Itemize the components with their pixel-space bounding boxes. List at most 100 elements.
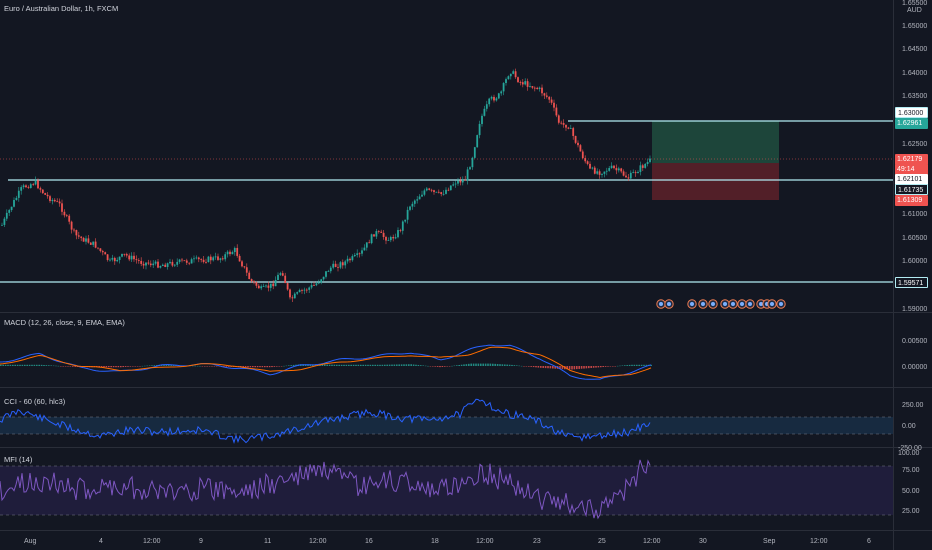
candle-body bbox=[53, 199, 56, 202]
candle-body bbox=[353, 254, 356, 257]
macd-histogram-bar bbox=[607, 366, 609, 367]
macd-histogram-bar bbox=[585, 366, 588, 369]
macd-histogram-bar bbox=[436, 366, 439, 367]
macd-histogram-bar bbox=[14, 364, 16, 366]
macd-histogram-bar bbox=[340, 364, 343, 366]
macd-histogram-bar bbox=[26, 364, 28, 366]
candle-body bbox=[58, 201, 61, 204]
macd-histogram-bar bbox=[446, 366, 448, 367]
macd-histogram-bar bbox=[9, 364, 12, 366]
candle-body bbox=[125, 254, 128, 256]
candle-body bbox=[625, 175, 627, 178]
candle-body bbox=[5, 212, 8, 219]
event-icon-dot bbox=[759, 302, 763, 306]
macd-histogram-bar bbox=[60, 366, 62, 367]
candle-body bbox=[152, 263, 155, 266]
macd-histogram-bar bbox=[2, 364, 4, 366]
symbol-title[interactable]: Euro / Australian Dollar, 1h, FXCM bbox=[4, 4, 118, 13]
candle-body bbox=[423, 190, 426, 195]
macd-histogram-bar bbox=[249, 366, 252, 368]
macd-histogram-bar bbox=[532, 366, 535, 368]
macd-histogram-bar bbox=[343, 364, 345, 366]
macd-histogram-bar bbox=[571, 366, 573, 370]
macd-histogram-bar bbox=[117, 366, 120, 368]
macd-histogram-bar bbox=[542, 366, 544, 368]
candle-body bbox=[387, 240, 390, 241]
macd-histogram-bar bbox=[520, 365, 523, 367]
candle-body bbox=[560, 122, 563, 124]
candle-body bbox=[205, 261, 207, 263]
macd-histogram-bar bbox=[62, 366, 64, 367]
events-row[interactable] bbox=[656, 299, 786, 309]
candle-body bbox=[25, 185, 27, 188]
candle-body bbox=[574, 135, 577, 143]
loss-zone[interactable] bbox=[652, 163, 779, 200]
mfi-title[interactable]: MFI (14) bbox=[4, 455, 33, 464]
cci-band bbox=[0, 417, 893, 434]
macd-histogram-bar bbox=[463, 364, 465, 366]
candle-body bbox=[193, 258, 195, 260]
macd-histogram-bar bbox=[578, 366, 580, 369]
candle-body bbox=[339, 262, 342, 268]
macd-histogram-bar bbox=[391, 364, 393, 366]
macd-histogram-bar bbox=[640, 364, 643, 366]
macd-histogram-bar bbox=[379, 364, 381, 366]
macd-histogram-bar bbox=[417, 364, 420, 366]
candlestick-series[interactable] bbox=[1, 68, 651, 303]
macd-histogram-bar bbox=[602, 366, 604, 368]
time-tick: 6 bbox=[867, 538, 871, 545]
time-tick: 12:00 bbox=[476, 538, 494, 545]
macd-histogram-bar bbox=[398, 364, 400, 366]
candle-body bbox=[399, 230, 402, 231]
candle-body bbox=[401, 221, 404, 231]
candle-body bbox=[425, 188, 428, 191]
candle-body bbox=[409, 206, 411, 210]
candle-body bbox=[274, 280, 277, 287]
candle-body bbox=[605, 170, 608, 172]
event-icon-dot bbox=[723, 302, 727, 306]
candle-body bbox=[538, 87, 541, 90]
macd-histogram-bar bbox=[393, 364, 396, 366]
candle-body bbox=[281, 273, 284, 276]
macd-histogram-bar bbox=[434, 366, 436, 367]
macd-histogram-bar bbox=[484, 363, 487, 366]
macd-histogram-bar bbox=[21, 364, 24, 366]
candle-body bbox=[164, 264, 167, 267]
candle-body bbox=[212, 257, 215, 261]
macd-histogram-bar bbox=[451, 365, 453, 367]
macd-title[interactable]: MACD (12, 26, close, 9, EMA, EMA) bbox=[4, 318, 125, 327]
macd-histogram-bar bbox=[360, 364, 362, 366]
candle-body bbox=[104, 252, 107, 255]
cci-title[interactable]: CCI - 60 (60, hlc3) bbox=[4, 397, 66, 406]
candle-body bbox=[579, 145, 582, 152]
candle-body bbox=[373, 234, 375, 237]
macd-histogram-bar bbox=[364, 364, 367, 366]
candle-body bbox=[361, 250, 363, 254]
candle-body bbox=[377, 231, 380, 232]
candle-body bbox=[433, 190, 435, 193]
macd-histogram-bar bbox=[194, 365, 196, 367]
macd-histogram-bar bbox=[612, 366, 614, 367]
candle-body bbox=[1, 224, 3, 226]
candle-body bbox=[241, 261, 243, 267]
macd-histogram-bar bbox=[501, 364, 504, 366]
candle-body bbox=[416, 199, 419, 201]
candle-body bbox=[437, 191, 440, 193]
profit-zone[interactable] bbox=[652, 121, 779, 163]
candle-body bbox=[577, 142, 579, 146]
macd-line bbox=[0, 344, 652, 380]
macd-histogram-bar bbox=[268, 366, 271, 368]
macd-histogram-bar bbox=[420, 365, 422, 366]
macd-histogram-bar bbox=[69, 366, 72, 367]
cci-tick: 250.00 bbox=[902, 402, 924, 409]
event-icon-dot bbox=[667, 302, 671, 306]
candle-body bbox=[495, 98, 498, 101]
macd-histogram-bar bbox=[141, 365, 144, 367]
candle-body bbox=[135, 259, 138, 261]
candle-body bbox=[500, 91, 503, 94]
candle-body bbox=[61, 203, 63, 212]
macd-histogram-bar bbox=[19, 364, 21, 366]
macd-histogram-bar bbox=[492, 363, 494, 366]
candle-body bbox=[265, 285, 267, 287]
